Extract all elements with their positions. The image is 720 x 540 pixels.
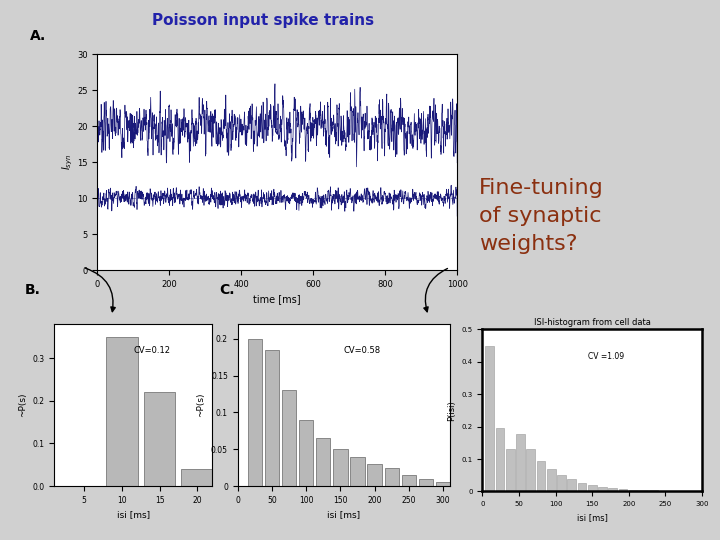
Bar — [536, 461, 545, 491]
Bar — [588, 485, 597, 491]
Bar — [367, 464, 382, 486]
Y-axis label: $I_{syn}$: $I_{syn}$ — [61, 154, 76, 170]
Bar — [419, 478, 433, 486]
Text: Fine-tuning
of synaptic
weights?: Fine-tuning of synaptic weights? — [479, 178, 603, 254]
Bar — [526, 449, 535, 491]
Bar — [608, 488, 617, 491]
Bar — [384, 468, 399, 486]
Bar — [282, 390, 296, 486]
Y-axis label: ~P(s): ~P(s) — [197, 393, 205, 417]
Text: A.: A. — [30, 30, 47, 44]
Bar — [265, 350, 279, 486]
Bar — [506, 449, 515, 491]
Bar — [495, 428, 504, 491]
Bar — [181, 469, 213, 486]
Text: B.: B. — [25, 284, 41, 298]
Title: ISI-histogram from cell data: ISI-histogram from cell data — [534, 318, 651, 327]
Text: Poisson input spike trains: Poisson input spike trains — [152, 14, 374, 29]
Bar — [144, 392, 176, 486]
Y-axis label: ~P(s): ~P(s) — [17, 393, 27, 417]
Bar — [436, 482, 450, 486]
Text: CV=0.58: CV=0.58 — [344, 346, 381, 355]
Bar — [639, 490, 648, 491]
Bar — [598, 487, 607, 491]
Bar — [333, 449, 348, 486]
Y-axis label: P(isi): P(isi) — [447, 400, 456, 421]
Bar — [402, 475, 416, 486]
Bar — [485, 346, 494, 491]
Bar — [316, 438, 330, 486]
Bar — [299, 420, 313, 486]
Bar — [629, 490, 638, 491]
Text: CV =1.09: CV =1.09 — [588, 352, 624, 361]
Bar — [516, 434, 525, 491]
X-axis label: time [ms]: time [ms] — [253, 294, 301, 304]
Bar — [618, 489, 627, 491]
Bar — [577, 483, 586, 491]
Bar — [351, 456, 365, 486]
X-axis label: isi [ms]: isi [ms] — [577, 512, 608, 522]
Bar — [557, 475, 566, 491]
Bar — [106, 337, 138, 486]
Text: C.: C. — [220, 284, 235, 298]
Bar — [649, 490, 658, 491]
X-axis label: isi [ms]: isi [ms] — [327, 510, 361, 519]
Bar — [546, 469, 556, 491]
Bar — [567, 480, 576, 491]
Bar — [248, 339, 262, 486]
Text: CV=0.12: CV=0.12 — [133, 346, 170, 355]
X-axis label: isi [ms]: isi [ms] — [117, 510, 150, 519]
